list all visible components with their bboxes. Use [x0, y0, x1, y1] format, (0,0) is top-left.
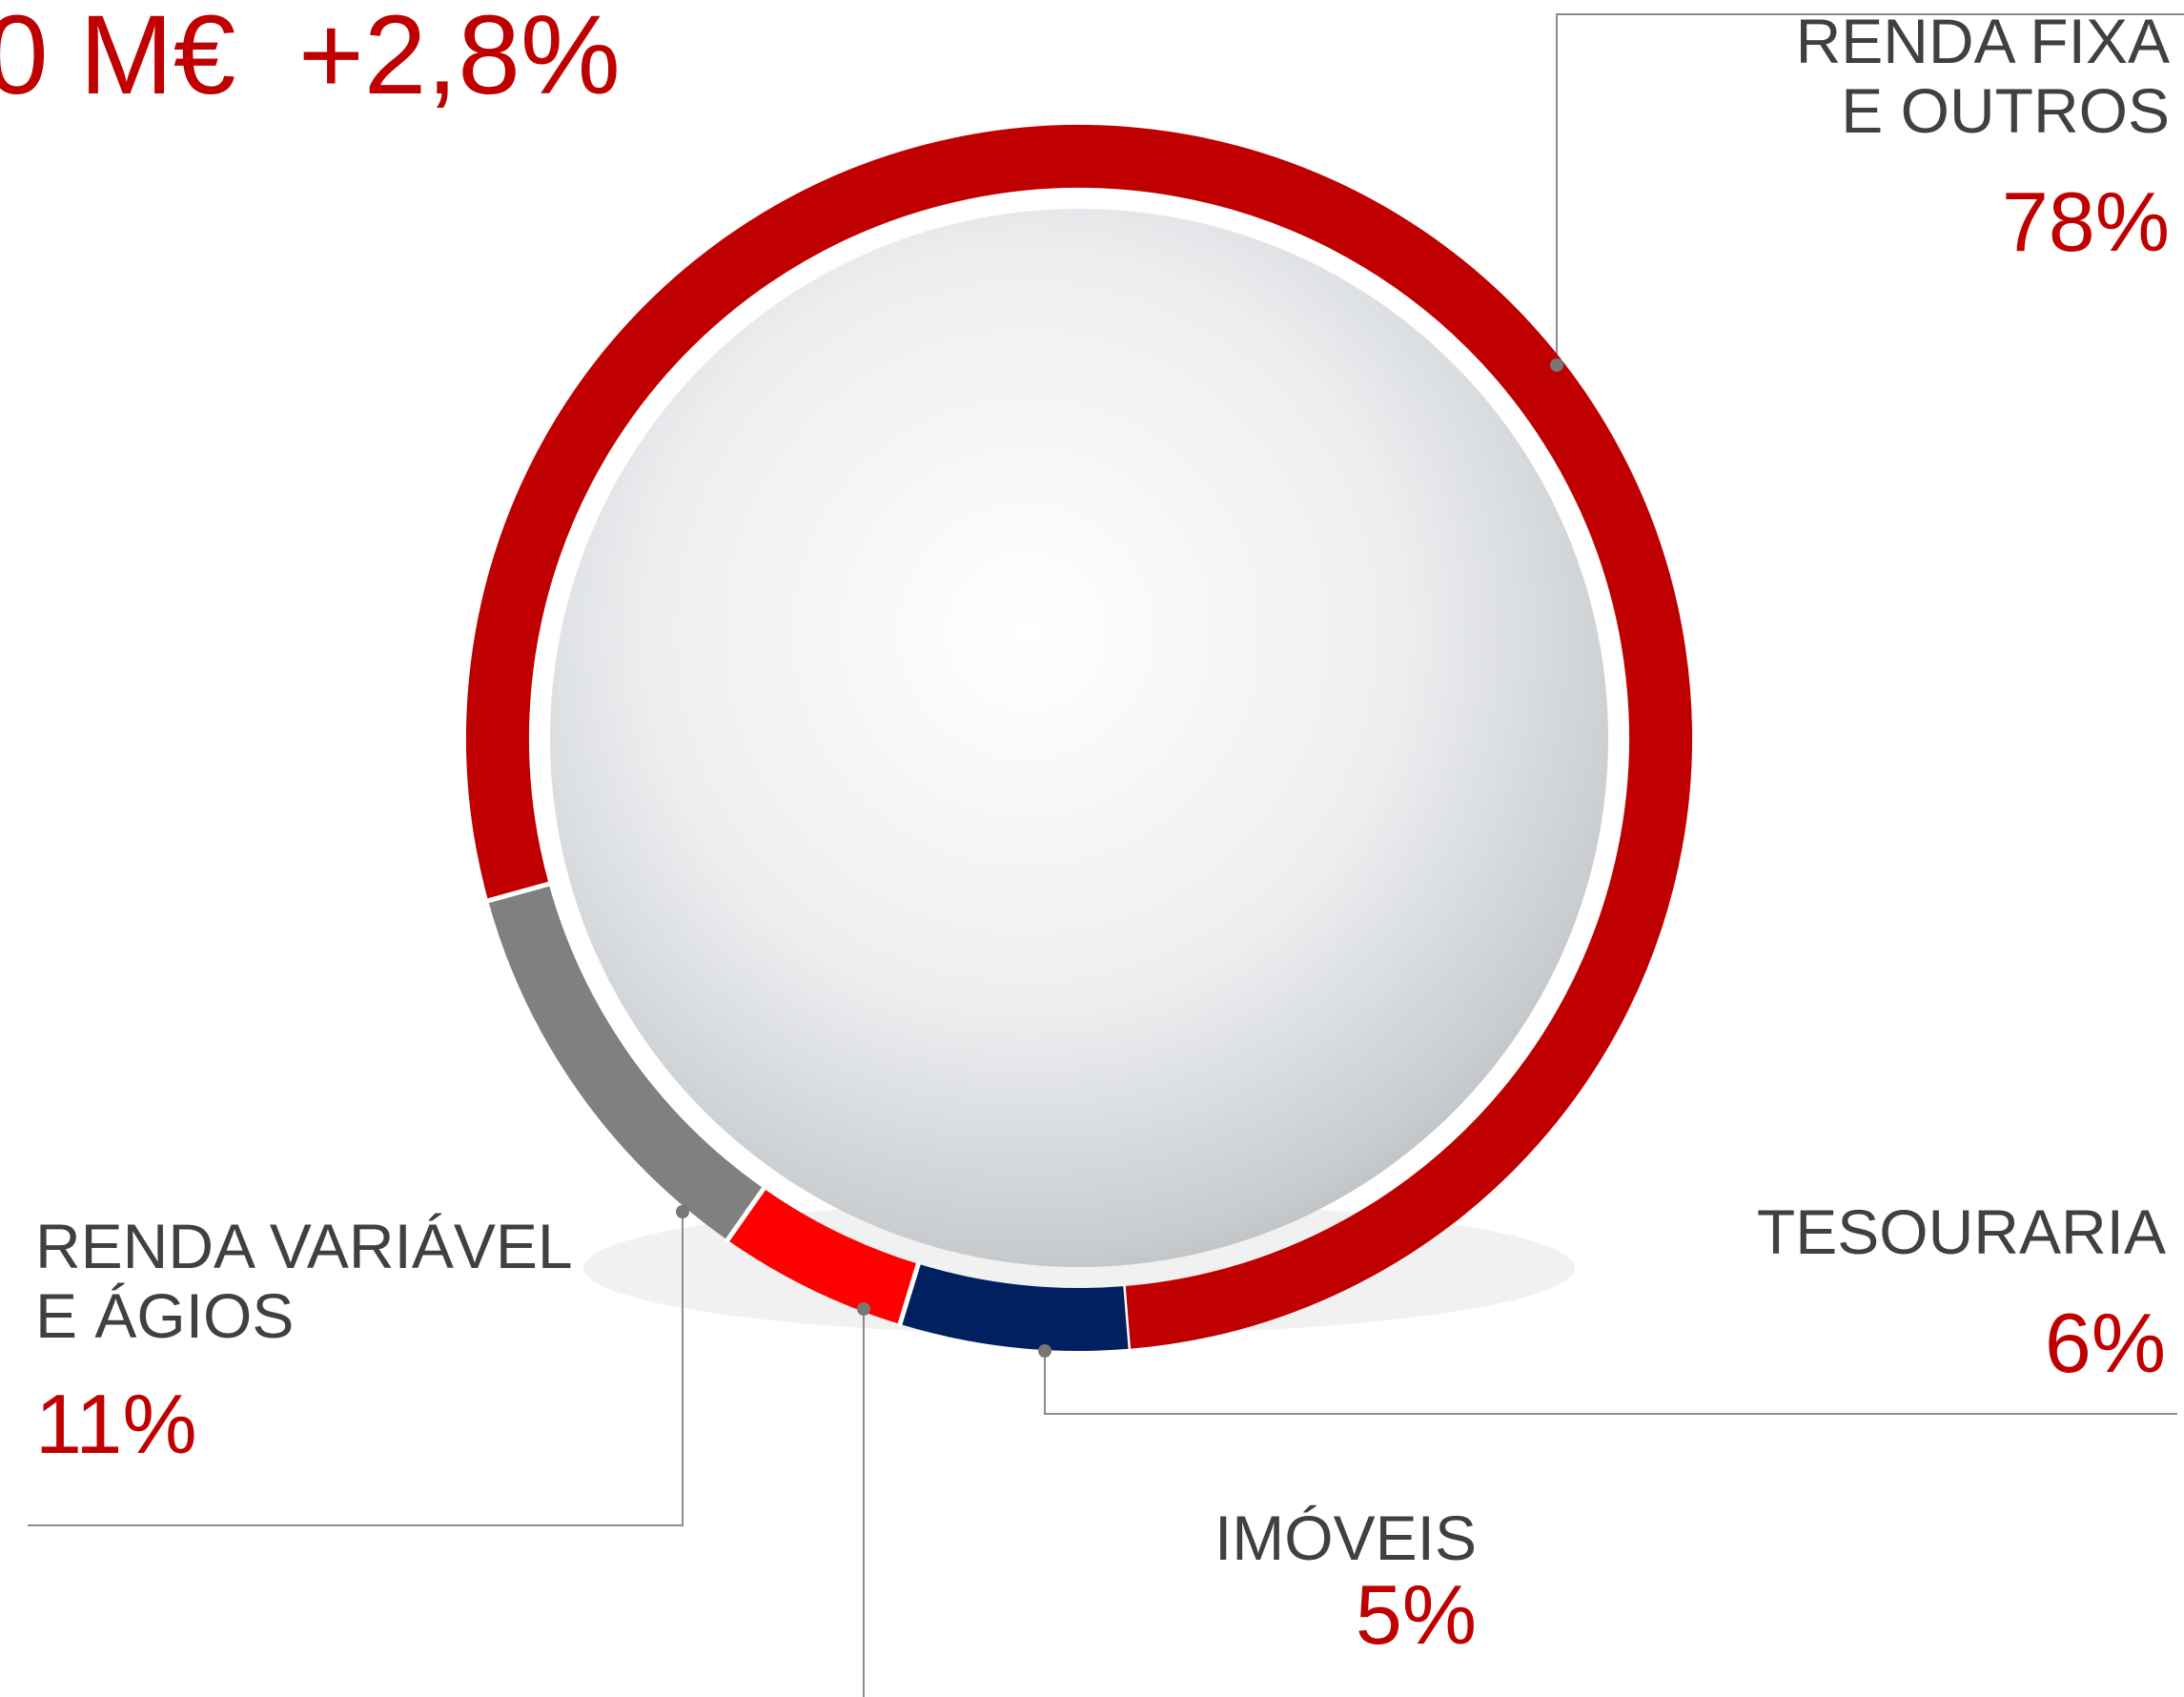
leader-line: [28, 1212, 684, 1526]
segment-label: IMÓVEIS: [1214, 1503, 1477, 1573]
segment-gap: [485, 881, 552, 904]
donut-segment: [466, 125, 1692, 1349]
chart-title: 0 M€ +2,8%: [0, 0, 621, 118]
segment-label: RENDA VARIÁVEL: [35, 1211, 573, 1281]
donut-segment: [727, 1188, 919, 1324]
segment-gap: [724, 1185, 767, 1243]
segment-value: 5%: [1356, 1567, 1477, 1662]
leader-line: [1044, 1351, 2177, 1415]
segment-value: 6%: [2045, 1296, 2166, 1390]
segment-label: TESOURARIA: [1757, 1196, 2166, 1267]
leader-dot: [1038, 1344, 1051, 1358]
leader-dot: [857, 1302, 870, 1316]
segment-label: E ÁGIOS: [35, 1280, 294, 1351]
donut-segment: [900, 1263, 1129, 1351]
segment-label: E OUTROS: [1841, 75, 2170, 146]
globe: [550, 209, 1608, 1267]
segment-gap: [897, 1261, 922, 1327]
donut-segment: [488, 884, 765, 1240]
leader-dot: [676, 1205, 689, 1218]
leader-line: [1556, 13, 2184, 365]
leader-dot: [1550, 358, 1563, 372]
segment-value: 78%: [2002, 174, 2170, 269]
segment-label: RENDA FIXA: [1796, 6, 2170, 76]
segment-value: 11%: [35, 1377, 197, 1471]
